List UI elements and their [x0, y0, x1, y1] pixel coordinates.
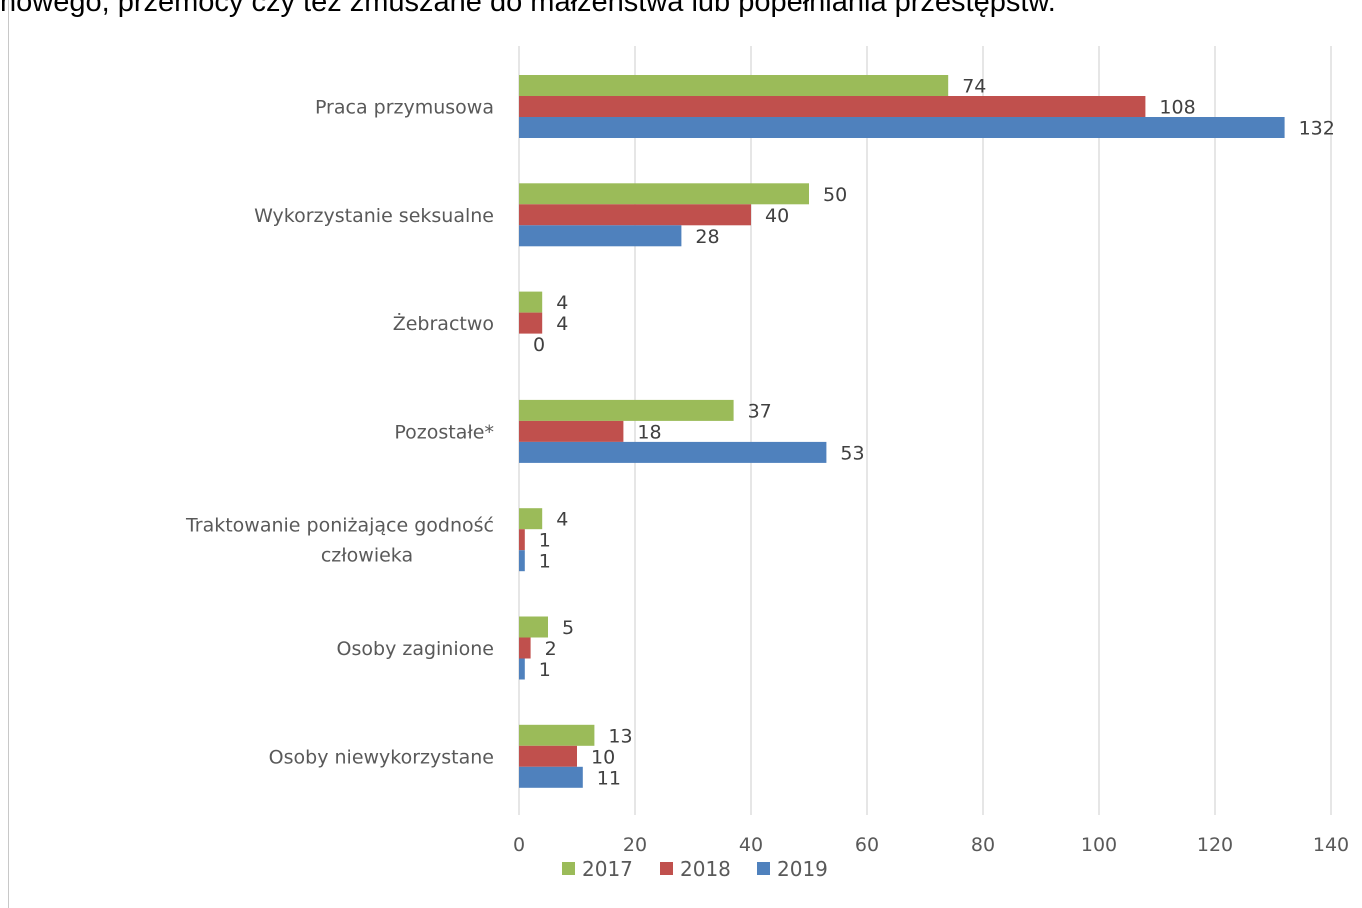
category-label: Traktowanie poniżające godność — [185, 515, 494, 537]
bar-value-label: 50 — [823, 184, 847, 206]
bar-value-label: 108 — [1159, 97, 1195, 119]
x-tick-label: 0 — [513, 834, 525, 856]
bar-2017 — [519, 399, 734, 421]
bar-2018 — [519, 529, 525, 551]
legend-swatch-2019 — [757, 862, 770, 875]
legend: 2017 2018 2019 — [562, 857, 828, 881]
x-tick-label: 80 — [971, 834, 995, 856]
bar-value-label: 4 — [556, 313, 568, 335]
bar-2019 — [519, 441, 827, 463]
x-tick-label: 100 — [1081, 834, 1117, 856]
bar-2018 — [519, 312, 543, 334]
bar-value-label: 2 — [545, 638, 557, 660]
bar-value-label: 40 — [765, 205, 789, 227]
bar-value-label: 1 — [539, 530, 551, 552]
bar-value-label: 1 — [539, 551, 551, 573]
legend-label: 2018 — [680, 857, 731, 881]
bar-2018 — [519, 745, 577, 767]
bar-value-label: 13 — [608, 725, 632, 747]
bar-value-label: 0 — [533, 334, 545, 356]
category-label: Pozostałe* — [394, 421, 494, 443]
category-label: Wykorzystanie seksualne — [254, 205, 494, 227]
bar-2018 — [519, 96, 1146, 117]
bar-2018 — [519, 420, 624, 442]
legend-swatch-2017 — [562, 862, 575, 875]
page-text-fragment: nowego, przemocy czy też zmuszane do mał… — [0, 0, 1056, 18]
category-labels: Praca przymusowa Wykorzystanie seksualne Ż… — [185, 97, 494, 769]
category-label: Osoby niewykorzystane — [269, 746, 494, 768]
bar-value-label: 5 — [562, 617, 574, 639]
bar-value-label: 4 — [556, 292, 568, 314]
category-label: Osoby zaginione — [337, 638, 494, 660]
bar-value-label: 4 — [556, 509, 568, 531]
bar-value-label: 11 — [597, 767, 621, 789]
bar-value-label: 132 — [1299, 118, 1335, 140]
legend-label: 2017 — [582, 857, 633, 881]
bar-2019 — [519, 658, 525, 680]
bar-value-label: 74 — [962, 76, 986, 98]
legend-label: 2019 — [777, 857, 828, 881]
bar-value-label: 10 — [591, 746, 615, 768]
bar-value-label: 28 — [695, 226, 719, 248]
bar-value-label: 18 — [637, 421, 661, 443]
category-label: Praca przymusowa — [315, 97, 494, 119]
bar-value-label: 1 — [539, 659, 551, 681]
category-label: Żebractwo — [393, 312, 494, 335]
bar-value-label: 53 — [840, 442, 864, 464]
bar-2017 — [519, 75, 949, 96]
x-tick-label: 40 — [739, 834, 763, 856]
x-axis-ticks: 0 20 40 60 80 100 120 140 — [513, 834, 1349, 856]
bars — [519, 75, 1285, 788]
bar-2017 — [519, 291, 543, 313]
category-label: człowieka — [321, 545, 413, 567]
x-tick-label: 60 — [855, 834, 879, 856]
bar-2019 — [519, 550, 525, 572]
bar-2019 — [519, 766, 583, 788]
bar-2017 — [519, 508, 543, 530]
x-tick-label: 140 — [1313, 834, 1349, 856]
bar-2018 — [519, 637, 531, 659]
grid-lines — [518, 46, 1332, 815]
bar-2017 — [519, 616, 548, 638]
bar-value-label: 37 — [748, 400, 772, 422]
page-left-border — [8, 0, 9, 908]
x-tick-label: 120 — [1197, 834, 1233, 856]
bar-2019 — [519, 117, 1285, 138]
x-tick-label: 20 — [623, 834, 647, 856]
bar-2019 — [519, 225, 682, 247]
bar-2018 — [519, 204, 751, 226]
bar-2017 — [519, 724, 595, 746]
bar-2017 — [519, 183, 809, 205]
legend-swatch-2018 — [660, 862, 673, 875]
